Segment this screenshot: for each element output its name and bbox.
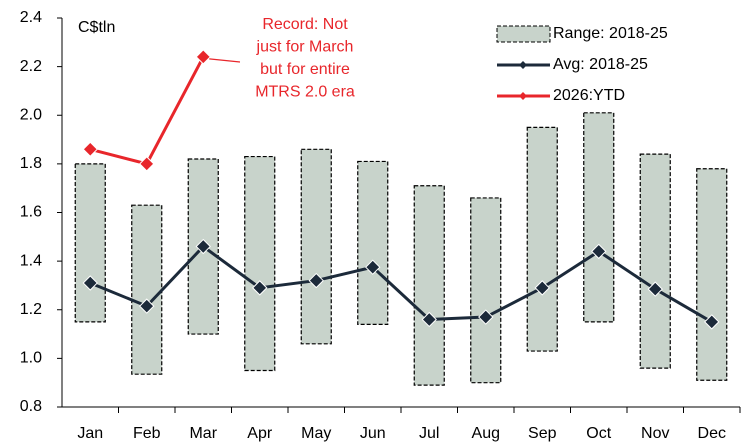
x-tick-label: Dec bbox=[698, 425, 726, 442]
marker bbox=[647, 281, 663, 297]
x-tick-label: Jun bbox=[360, 425, 386, 442]
marker bbox=[82, 275, 98, 291]
x-tick-label: Sep bbox=[528, 425, 557, 442]
annotation: just for March bbox=[256, 39, 354, 56]
line bbox=[89, 56, 205, 166]
range-box bbox=[639, 153, 671, 369]
marker bbox=[421, 311, 437, 328]
marker bbox=[534, 280, 550, 296]
range-box bbox=[357, 160, 389, 325]
line bbox=[89, 244, 713, 324]
x-tick-label: Aug bbox=[472, 425, 500, 442]
unit-label: C$tln bbox=[78, 19, 115, 36]
y-tick-label: 1.0 bbox=[20, 350, 42, 367]
y-tick-label: 1.8 bbox=[20, 155, 42, 172]
y-tick-label: 2.2 bbox=[20, 58, 42, 75]
y-tick-label: 1.6 bbox=[20, 204, 42, 221]
marker bbox=[82, 141, 98, 157]
annotation-leader bbox=[209, 58, 241, 63]
range-box bbox=[526, 126, 558, 352]
marker bbox=[195, 49, 211, 65]
y-tick-label: 0.8 bbox=[20, 398, 42, 415]
annotation: Record: Not bbox=[262, 16, 348, 33]
legend-label: 2026:YTD bbox=[553, 87, 625, 104]
marker bbox=[252, 280, 268, 296]
legend-marker bbox=[519, 92, 527, 100]
range-box bbox=[244, 155, 276, 372]
marker bbox=[704, 314, 720, 330]
annotation: MTRS 2.0 era bbox=[255, 84, 355, 101]
y-tick-label: 2.4 bbox=[20, 9, 42, 26]
range-box bbox=[583, 112, 615, 323]
legend-swatch bbox=[496, 25, 551, 43]
x-tick-label: Mar bbox=[189, 425, 217, 442]
x-tick-label: May bbox=[301, 425, 331, 442]
legend-marker bbox=[519, 61, 527, 69]
x-tick-label: Nov bbox=[641, 425, 669, 442]
range-box bbox=[131, 204, 163, 375]
marker bbox=[139, 156, 155, 172]
y-tick-label: 1.4 bbox=[20, 252, 42, 269]
x-tick-label: Jan bbox=[77, 425, 103, 442]
range-box bbox=[300, 148, 332, 345]
y-tick-label: 1.2 bbox=[20, 301, 42, 318]
range-box bbox=[74, 163, 106, 323]
marker bbox=[591, 243, 607, 260]
x-tick-label: Apr bbox=[247, 425, 273, 442]
legend-label: Range: 2018-25 bbox=[553, 25, 668, 42]
legend-label: Avg: 2018-25 bbox=[553, 56, 648, 73]
marker bbox=[195, 238, 211, 255]
marker bbox=[365, 259, 381, 275]
range-box bbox=[413, 185, 445, 386]
marker bbox=[139, 298, 155, 314]
y-tick-label: 2.0 bbox=[20, 106, 42, 123]
x-tick-label: Oct bbox=[586, 425, 611, 442]
marker bbox=[478, 309, 494, 325]
range-box bbox=[470, 197, 502, 384]
range-box bbox=[696, 168, 728, 381]
x-tick-label: Jul bbox=[419, 425, 439, 442]
marker bbox=[308, 272, 324, 289]
x-tick-label: Feb bbox=[133, 425, 161, 442]
annotation: but for entire bbox=[260, 61, 350, 78]
